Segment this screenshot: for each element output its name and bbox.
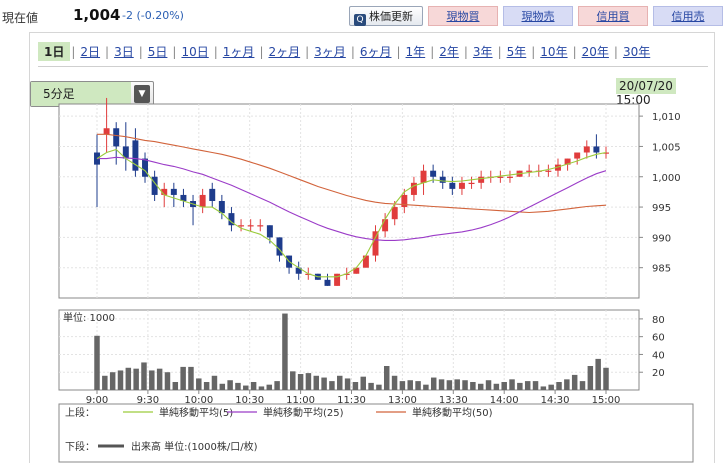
tab-period-7[interactable]: 3ヶ月 <box>314 45 346 59</box>
tab-separator: | <box>138 45 143 59</box>
tab-period-1[interactable]: 2日 <box>80 45 101 59</box>
tab-period-10[interactable]: 2年 <box>439 45 459 59</box>
price-change: -2 (-0.20%) <box>122 9 184 22</box>
tab-period-15[interactable]: 30年 <box>622 45 651 59</box>
tab-separator: | <box>497 45 502 59</box>
period-tabs: 1日 | 2日 | 3日 | 5日 | 10日 | 1ヶ月 | 2ヶ月 | 3ヶ月 | 6ヶ月 | 1年 | 2年 | 3年… <box>38 42 654 62</box>
current-price-label: 現在値 <box>2 11 39 25</box>
price-header: 現在値 1,004 -2 (-0.20%) Q 株価更新 現物買 現物売 信用買 … <box>0 0 726 32</box>
interval-select-value: 5分足 <box>31 82 131 106</box>
tab-separator: | <box>350 45 355 59</box>
interval-select[interactable]: 5分足 ▼ <box>30 81 154 107</box>
tab-period-2[interactable]: 3日 <box>114 45 134 59</box>
tab-separator: | <box>172 45 177 59</box>
tab-period-9[interactable]: 1年 <box>405 45 426 59</box>
refresh-price-button[interactable]: Q 株価更新 <box>349 6 423 26</box>
tab-period-5[interactable]: 1ヶ月 <box>222 45 255 59</box>
current-price-value: 1,004 <box>73 6 121 24</box>
chart-time: 15:00 <box>616 93 651 107</box>
refresh-label: 株価更新 <box>369 10 413 23</box>
tab-period-13[interactable]: 10年 <box>540 45 568 59</box>
tab-separator: | <box>572 45 577 59</box>
tab-period-6[interactable]: 2ヶ月 <box>268 45 301 59</box>
chart-date: 20/07/20 <box>616 78 676 94</box>
tab-separator: | <box>613 45 618 59</box>
tab-period-8[interactable]: 6ヶ月 <box>359 45 392 59</box>
chart-panel: 1日 | 2日 | 3日 | 5日 | 10日 | 1ヶ月 | 2ヶ月 | 3ヶ月 | 6ヶ月 | 1年 | 2年 | 3年… <box>29 32 715 463</box>
tab-separator: | <box>463 45 468 59</box>
tab-separator: | <box>396 45 401 59</box>
tab-period-4[interactable]: 10日 <box>181 45 209 59</box>
tab-separator: | <box>305 45 310 59</box>
margin-sell-button[interactable]: 信用売 <box>653 6 723 26</box>
tab-period-11[interactable]: 3年 <box>472 45 493 59</box>
chevron-down-icon: ▼ <box>134 85 150 103</box>
refresh-icon: Q <box>354 14 366 26</box>
tab-separator: | <box>430 45 435 59</box>
tab-separator: | <box>71 45 76 59</box>
tab-separator: | <box>105 45 110 59</box>
tab-separator: | <box>213 45 218 59</box>
spot-sell-button[interactable]: 現物売 <box>503 6 573 26</box>
tab-separator: | <box>259 45 264 59</box>
tab-period-12[interactable]: 5年 <box>506 45 527 59</box>
tab-period-0[interactable]: 1日 <box>38 42 71 61</box>
tab-period-3[interactable]: 5日 <box>147 45 168 59</box>
tab-separator: | <box>531 45 536 59</box>
tab-period-14[interactable]: 20年 <box>581 45 609 59</box>
chart-datetime: 20/07/20 15:00 <box>616 78 714 107</box>
spot-buy-button[interactable]: 現物買 <box>428 6 498 26</box>
tabs-divider <box>38 66 708 67</box>
margin-buy-button[interactable]: 信用買 <box>578 6 648 26</box>
